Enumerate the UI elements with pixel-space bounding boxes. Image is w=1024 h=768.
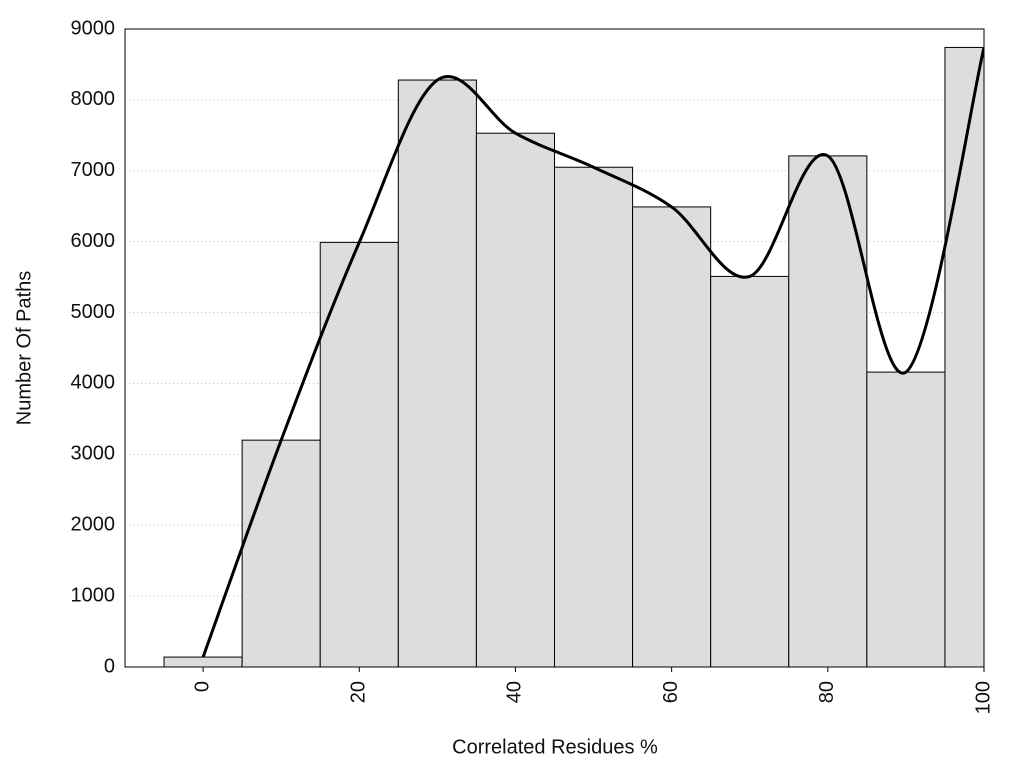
x-tick-label: 100 [972, 681, 994, 714]
y-tick-label: 3000 [71, 443, 116, 465]
plot-frame [124, 28, 985, 668]
bar [241, 439, 321, 667]
x-tick-label: 60 [660, 681, 682, 703]
smooth-line [201, 47, 984, 658]
x-axis-label: Correlated Residues % [452, 736, 658, 758]
x-tick-label: 40 [504, 681, 526, 703]
y-tick-label: 7000 [71, 159, 116, 181]
y-tick-label: 0 [104, 655, 115, 677]
y-axis-label: Number Of Paths [13, 271, 35, 426]
bar [554, 166, 634, 667]
y-tick-label: 1000 [71, 584, 116, 606]
bar [475, 132, 555, 667]
y-tick-label: 9000 [71, 17, 116, 39]
y-tick-label: 4000 [71, 372, 116, 394]
y-tick-label: 6000 [71, 230, 116, 252]
bar [788, 155, 868, 667]
bar [710, 275, 790, 667]
y-tick-label: 5000 [71, 301, 116, 323]
bar [397, 79, 477, 667]
bar [632, 206, 712, 667]
x-tick-label: 20 [348, 681, 370, 703]
bar [866, 371, 946, 667]
bar [319, 241, 399, 667]
bar [163, 656, 243, 667]
x-tick-label: 80 [816, 681, 838, 703]
y-tick-label: 8000 [71, 88, 116, 110]
x-tick-label: 0 [191, 681, 213, 692]
y-tick-label: 2000 [71, 514, 116, 536]
